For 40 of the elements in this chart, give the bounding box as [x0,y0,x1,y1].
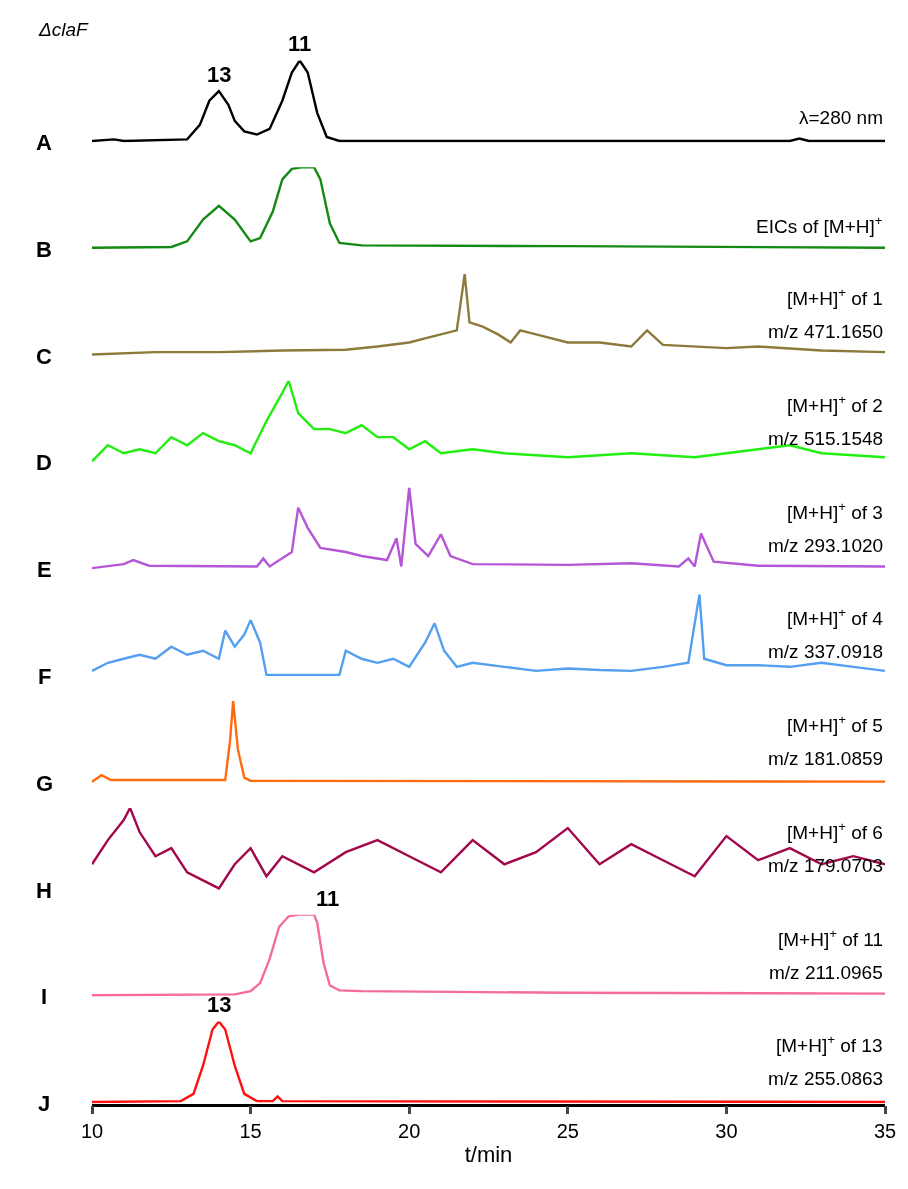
annotation: [M+H]$^{+}$ of 13 [776,1032,883,1056]
y-axis-title: F [38,664,52,689]
annotation: [M+H]$^{+}$ of 11 [778,926,884,950]
annotation: [M+H]$^{+}$ of 6 [787,819,883,843]
annotation: [M+H]$^{+}$ of 4 [787,605,884,629]
annotation: [M+H]$^{+}$ of 1 [787,285,883,309]
x-tick-label: 10 [80,1120,104,1143]
annotation: m/z 255.0863 [768,1068,884,1089]
chart-title: ΔclaF [38,19,90,40]
y-axis-title: D [36,450,52,475]
y-axis-title: E [37,557,52,582]
y-axis-title: A [36,130,52,155]
y-axis-title: I [41,984,48,1009]
annotation: m/z 471.1650 [768,321,884,342]
annotation: 13 [207,62,232,87]
annotation: [M+H]$^{+}$ of 3 [787,499,883,523]
annotation: 11 [316,886,340,911]
x-tick-label: 20 [398,1120,421,1143]
annotation: m/z 515.1548 [768,428,884,449]
annotation: m/z 337.0918 [768,641,884,662]
annotation: [M+H]$^{+}$ of 2 [787,392,883,416]
y-axis-title: G [36,771,54,796]
annotation: m/z 181.0859 [768,748,884,769]
x-tick-label: 25 [556,1120,579,1143]
annotation: EICs of [M+H]$^{+}$ [756,213,883,237]
annotation: λ=280 nm [799,107,883,128]
annotation: 11 [288,31,312,56]
annotation: m/z 293.1020 [768,535,884,556]
x-tick-label: 30 [715,1120,738,1143]
annotation: m/z 179.0703 [768,855,884,876]
y-axis-title: J [38,1091,51,1116]
annotation: 13 [207,992,232,1017]
x-axis-title: t/min [464,1142,513,1168]
x-tick-label: 35 [873,1120,897,1143]
y-axis-title: C [36,344,52,369]
annotation: [M+H]$^{+}$ of 5 [787,712,883,736]
x-tick-label: 15 [239,1120,262,1143]
y-axis-title: H [36,878,52,903]
y-axis-title: B [36,237,52,262]
annotation: m/z 211.0965 [769,962,883,983]
